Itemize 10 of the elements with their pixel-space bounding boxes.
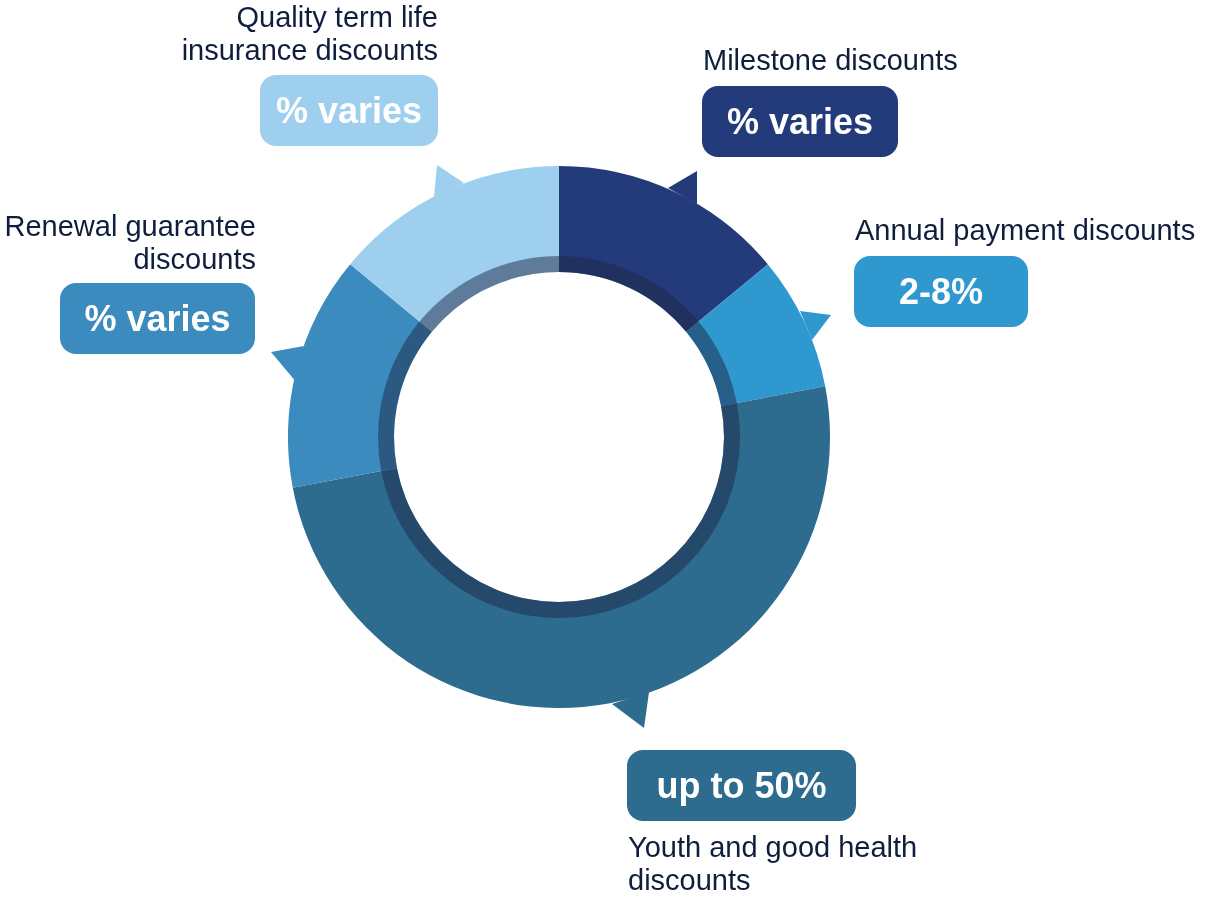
- slice-label: Annual payment discounts: [855, 214, 1197, 247]
- data-label: % varies: [275, 89, 423, 132]
- slice-label: Renewal guarantee discounts: [3, 210, 256, 276]
- text: 2-8%: [898, 270, 984, 313]
- slice-label: Youth and good health discounts: [628, 831, 919, 897]
- data-label: up to 50%: [656, 764, 827, 807]
- data-label: % varies: [726, 100, 874, 143]
- slice-label: Quality term life insurance discounts: [180, 1, 438, 67]
- slice-label: Milestone discounts: [703, 44, 959, 77]
- data-label: % varies: [84, 297, 231, 340]
